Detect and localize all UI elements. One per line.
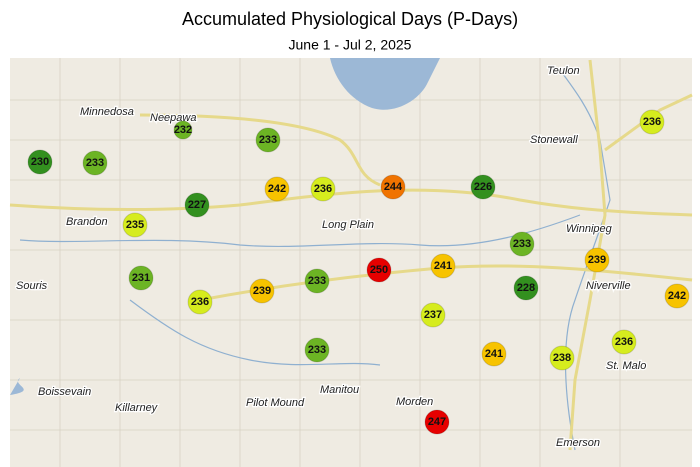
town-label: Stonewall [530,134,578,146]
town-label: Teulon [547,65,580,77]
station-marker [187,289,213,315]
station-marker [513,275,539,301]
station-value: 236 [615,336,633,348]
station-marker [420,302,446,328]
station-marker [584,247,610,273]
station-value: 236 [191,296,209,308]
town-label: Manitou [320,384,359,396]
station-value: 227 [188,199,206,211]
town-label: Neepawa [150,112,196,124]
station-value: 241 [485,348,503,360]
station-marker [639,109,665,135]
town-label: Brandon [66,216,108,228]
station-value: 239 [588,254,606,266]
station-marker [128,265,154,291]
station-marker [366,257,392,283]
station-marker [481,341,507,367]
station-value: 237 [424,309,442,321]
station-marker [304,337,330,363]
station-marker [304,268,330,294]
town-label: Pilot Mound [246,397,305,409]
town-label: Niverville [586,280,631,292]
station-value: 233 [86,157,104,169]
station-marker [27,149,53,175]
town-label: Morden [396,396,433,408]
station-marker [82,150,108,176]
station-value: 236 [314,183,332,195]
basemap [9,58,693,467]
station-marker [424,409,450,435]
station-marker [249,278,275,304]
town-label: Winnipeg [566,223,613,235]
station-marker [255,127,281,153]
station-marker [549,345,575,371]
station-marker [664,283,690,309]
station-marker [611,329,637,355]
station-value: 242 [668,290,686,302]
station-marker [184,192,210,218]
station-value: 250 [370,264,388,276]
station-marker [380,174,406,200]
station-value: 233 [259,134,277,146]
station-value: 233 [308,344,326,356]
station-marker [173,120,193,140]
station-value: 230 [31,156,49,168]
station-value: 235 [126,219,144,231]
town-label: Boissevain [38,386,91,398]
station-value: 231 [132,272,150,284]
station-marker [264,176,290,202]
station-value: 228 [517,282,535,294]
town-label: Minnedosa [80,106,134,118]
station-value: 233 [513,238,531,250]
station-marker [310,176,336,202]
station-value: 247 [428,416,446,428]
station-value: 226 [474,181,492,193]
title: Accumulated Physiological Days (P-Days) [182,9,518,29]
town-label: St. Malo [606,360,646,372]
station-value: 239 [253,285,271,297]
station-value: 244 [384,181,403,193]
station-marker [122,212,148,238]
station-marker [470,174,496,200]
town-label: Souris [16,280,48,292]
subtitle: June 1 - Jul 2, 2025 [289,37,412,53]
station-value: 242 [268,183,286,195]
town-label: Killarney [115,402,159,414]
town-label: Emerson [556,437,600,449]
station-value: 241 [434,260,452,272]
station-value: 233 [308,275,326,287]
station-marker [430,253,456,279]
station-value: 232 [174,124,192,136]
town-label: Long Plain [322,219,374,231]
station-value: 236 [643,116,661,128]
station-value: 238 [553,352,571,364]
station-marker [509,231,535,257]
